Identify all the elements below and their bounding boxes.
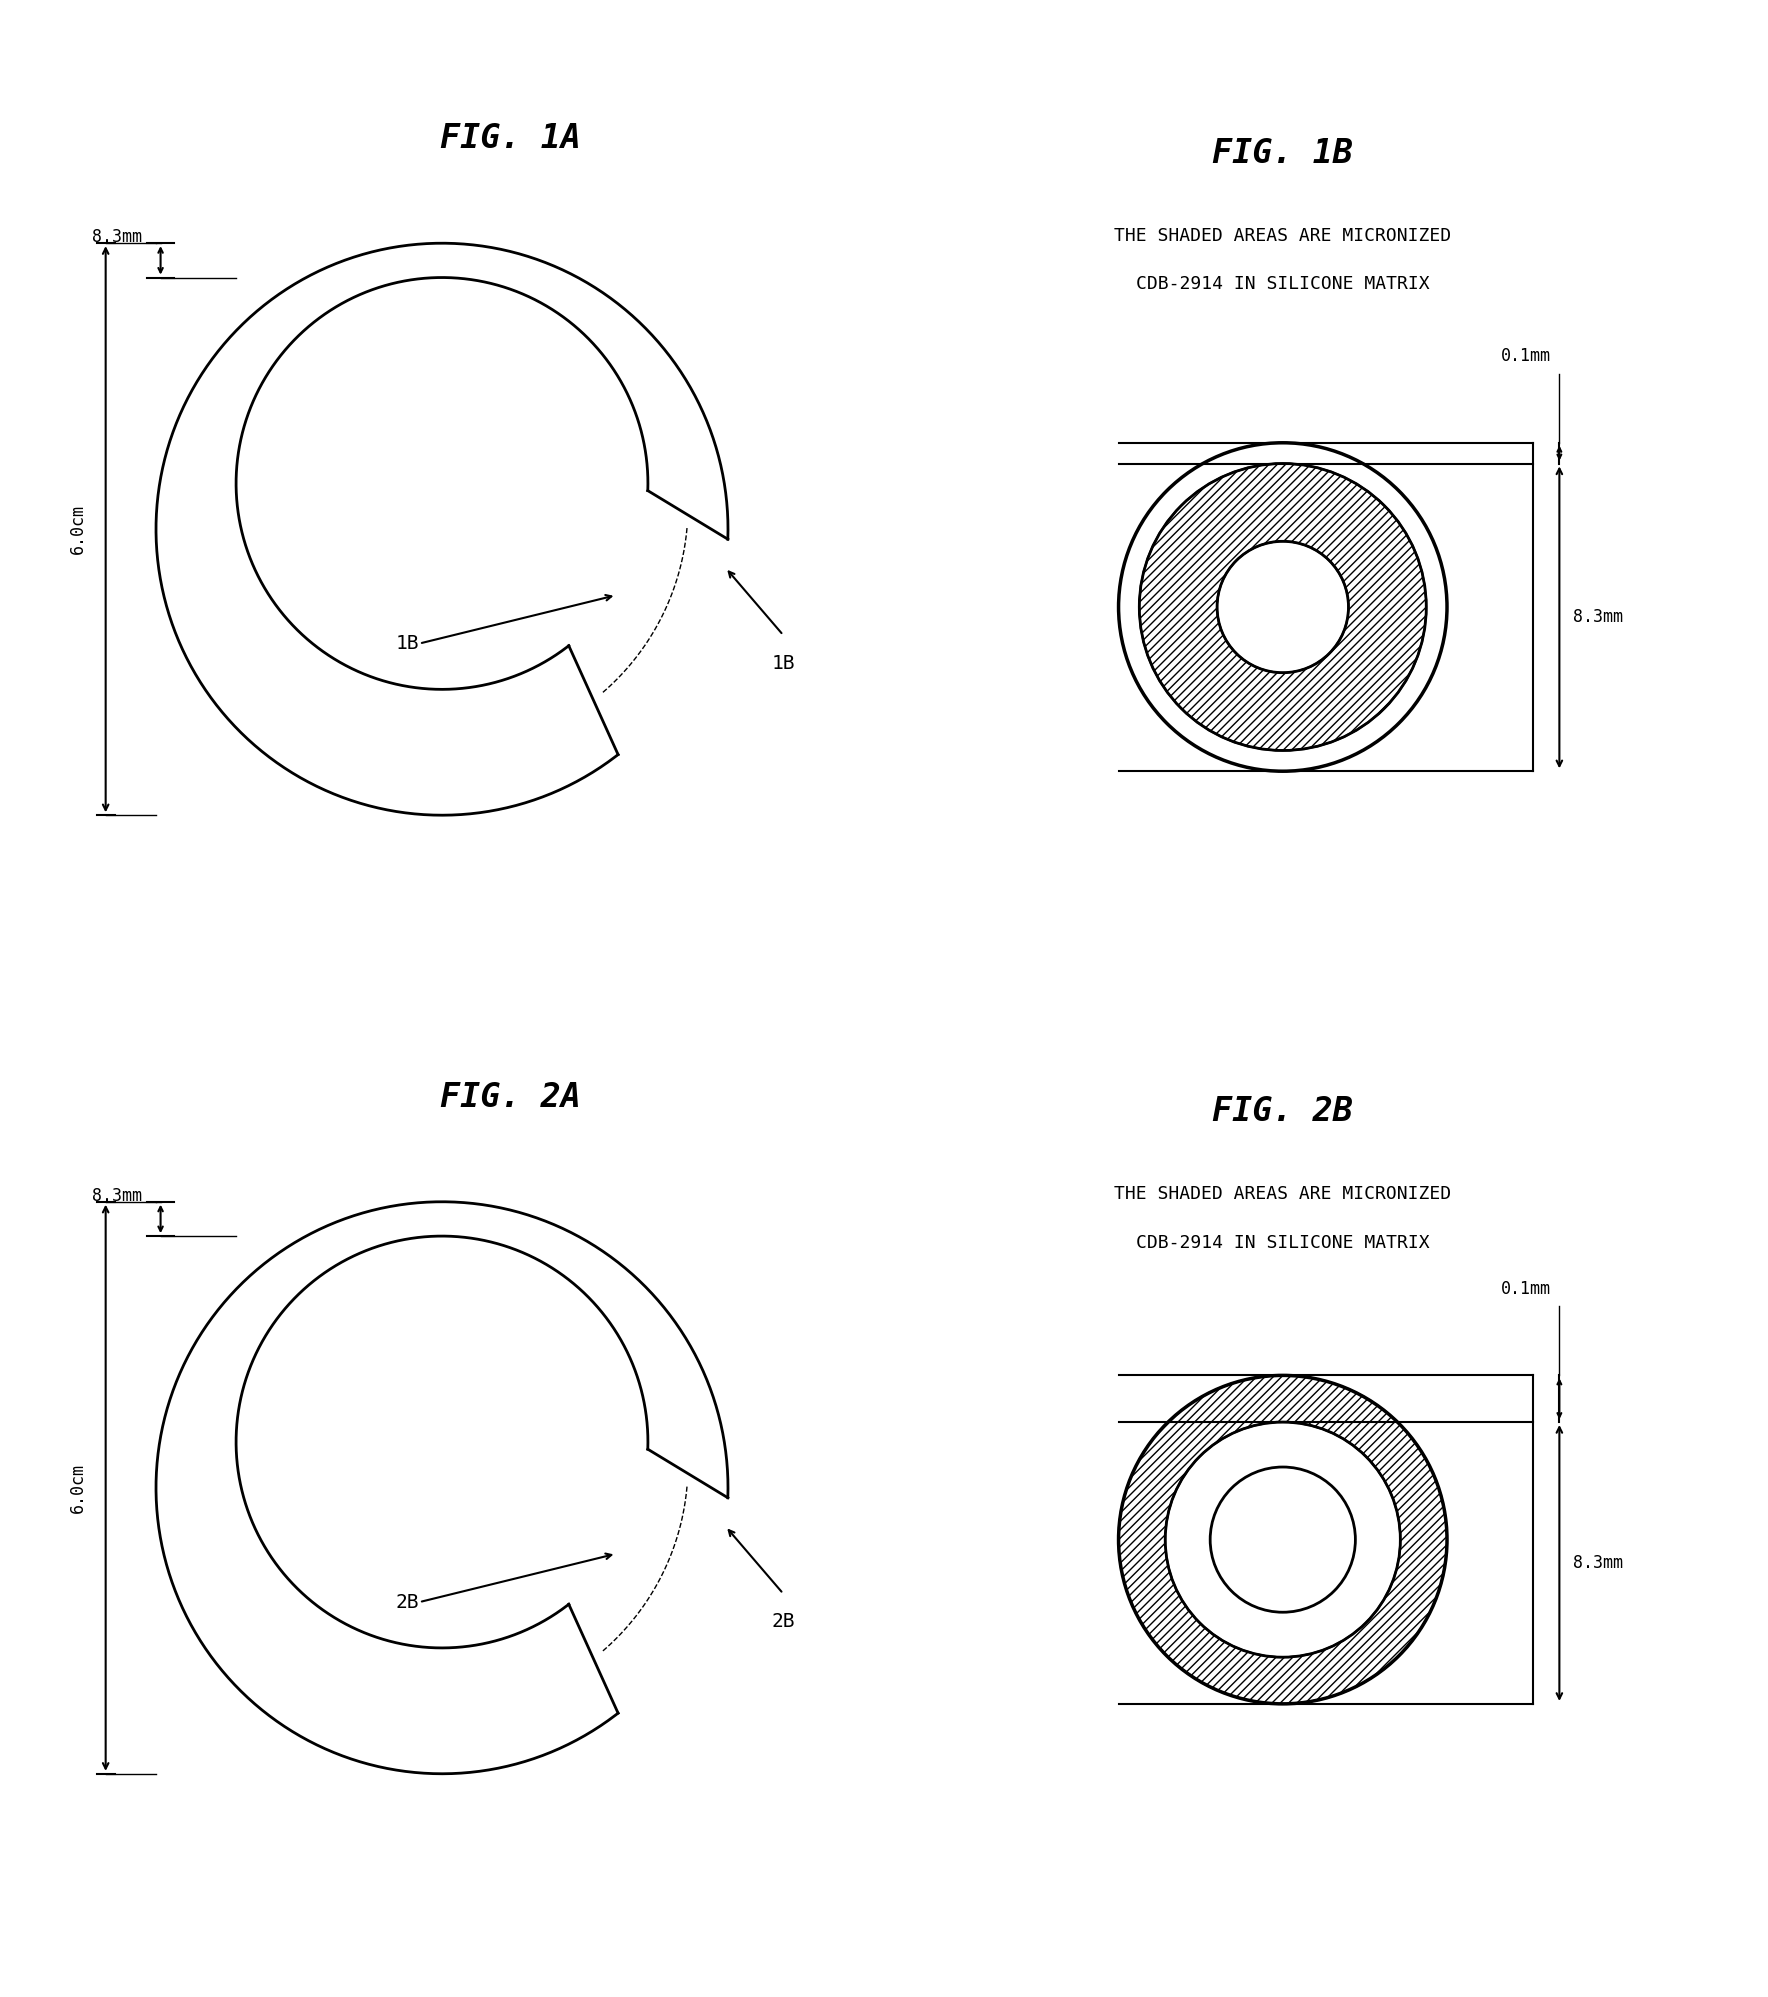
Text: 0.1mm: 0.1mm [1501,347,1551,365]
Text: CDB-2914 IN SILICONE MATRIX: CDB-2914 IN SILICONE MATRIX [1137,276,1430,294]
Text: THE SHADED AREAS ARE MICRONIZED: THE SHADED AREAS ARE MICRONIZED [1114,228,1452,246]
Text: 6.0cm: 6.0cm [69,503,87,555]
Wedge shape [1119,1376,1446,1703]
Text: 1B: 1B [771,653,796,673]
Text: FIG. 2A: FIG. 2A [440,1080,582,1114]
Text: 2B: 2B [396,1594,419,1612]
Text: FIG. 2B: FIG. 2B [1213,1094,1353,1128]
Text: 8.3mm: 8.3mm [1574,609,1623,627]
Text: 8.3mm: 8.3mm [92,228,141,246]
Text: 1B: 1B [396,635,419,653]
Text: 6.0cm: 6.0cm [69,1462,87,1514]
Text: CDB-2914 IN SILICONE MATRIX: CDB-2914 IN SILICONE MATRIX [1137,1234,1430,1252]
Text: 8.3mm: 8.3mm [92,1186,141,1204]
Text: FIG. 1B: FIG. 1B [1213,136,1353,170]
Text: 0.1mm: 0.1mm [1501,1280,1551,1298]
Text: FIG. 1A: FIG. 1A [440,122,582,156]
Wedge shape [1139,463,1427,751]
Text: 2B: 2B [771,1612,796,1632]
Text: THE SHADED AREAS ARE MICRONIZED: THE SHADED AREAS ARE MICRONIZED [1114,1186,1452,1204]
Text: 8.3mm: 8.3mm [1574,1554,1623,1572]
